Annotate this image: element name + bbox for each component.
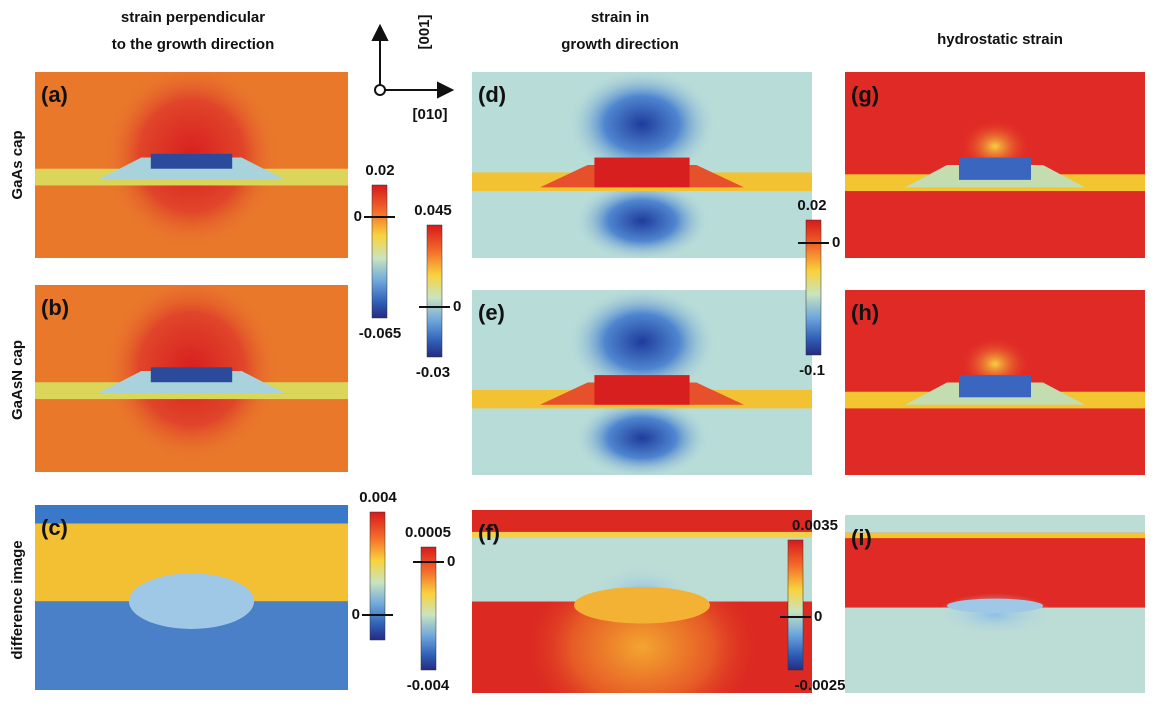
colorbar-label: 0.02 [797,197,826,214]
colorbar-label: 0 [447,553,455,570]
colorbar-label: -0.0025 [795,677,846,694]
colorbar-label: 0.0035 [792,517,838,534]
dot [594,375,689,405]
strain-map [845,290,1145,475]
row-label: GaAs cap [9,130,26,199]
row-label: GaAsN cap [9,340,26,420]
panel-label: (e) [478,300,505,325]
colorbar-label: 0 [814,608,822,625]
column-title: strain in [591,9,649,26]
axis-arrows [373,26,452,97]
strain-field [574,397,710,478]
colorbar-label: 0.045 [414,202,452,219]
column-title: hydrostatic strain [937,31,1063,48]
colorbar-label: -0.065 [359,325,402,342]
colorbar-label: -0.03 [416,364,450,381]
colorbar [427,225,442,357]
region [845,533,1145,538]
column-title: to the growth direction [112,36,275,53]
figure: strain perpendicular to the growth direct… [0,0,1158,705]
colorbar-label: -0.1 [799,362,825,379]
region [472,532,812,537]
axis-label: [010] [412,106,447,123]
colorbar [788,540,803,670]
strain-map [35,276,348,472]
strain-map [35,63,348,258]
panel-label: (a) [41,82,68,107]
strain-field [129,573,254,629]
panel-label: (h) [851,300,879,325]
colorbar-label: 0 [352,606,360,623]
strain-map [35,505,348,690]
strain-map [845,515,1145,693]
colorbar-label: 0 [453,298,461,315]
panel-label: (c) [41,515,68,540]
colorbar [370,512,385,640]
colorbar-label: 0 [832,234,840,251]
panel-label: (b) [41,295,69,320]
colorbar [806,220,821,355]
strain-map [845,72,1145,258]
panel-label: (i) [851,525,872,550]
dot [151,154,232,169]
strain-field [574,180,710,262]
dot [959,375,1031,397]
panel-label: (g) [851,82,879,107]
strain-field [574,587,710,624]
strain-map [472,510,812,705]
colorbar-label: 0 [354,208,362,225]
colorbar-label: -0.004 [407,677,450,694]
colorbar [421,547,436,670]
colorbar [372,185,387,318]
column-title: strain perpendicular [121,9,265,26]
colorbar-label: 0.02 [365,162,394,179]
dot [151,367,232,382]
colorbar-label: 0.004 [359,489,397,506]
strain-field [947,599,1043,613]
region [35,505,348,524]
dot [594,158,689,188]
dot [959,158,1031,180]
panel-label: (f) [478,520,500,545]
axis-label: [001] [416,14,433,49]
region [472,510,812,532]
strain-map [472,68,812,261]
column-title: growth direction [561,36,679,53]
colorbar-label: 0.0005 [405,524,451,541]
row-label: difference image [9,540,26,659]
panel-label: (d) [478,82,506,107]
strain-map [472,286,812,478]
